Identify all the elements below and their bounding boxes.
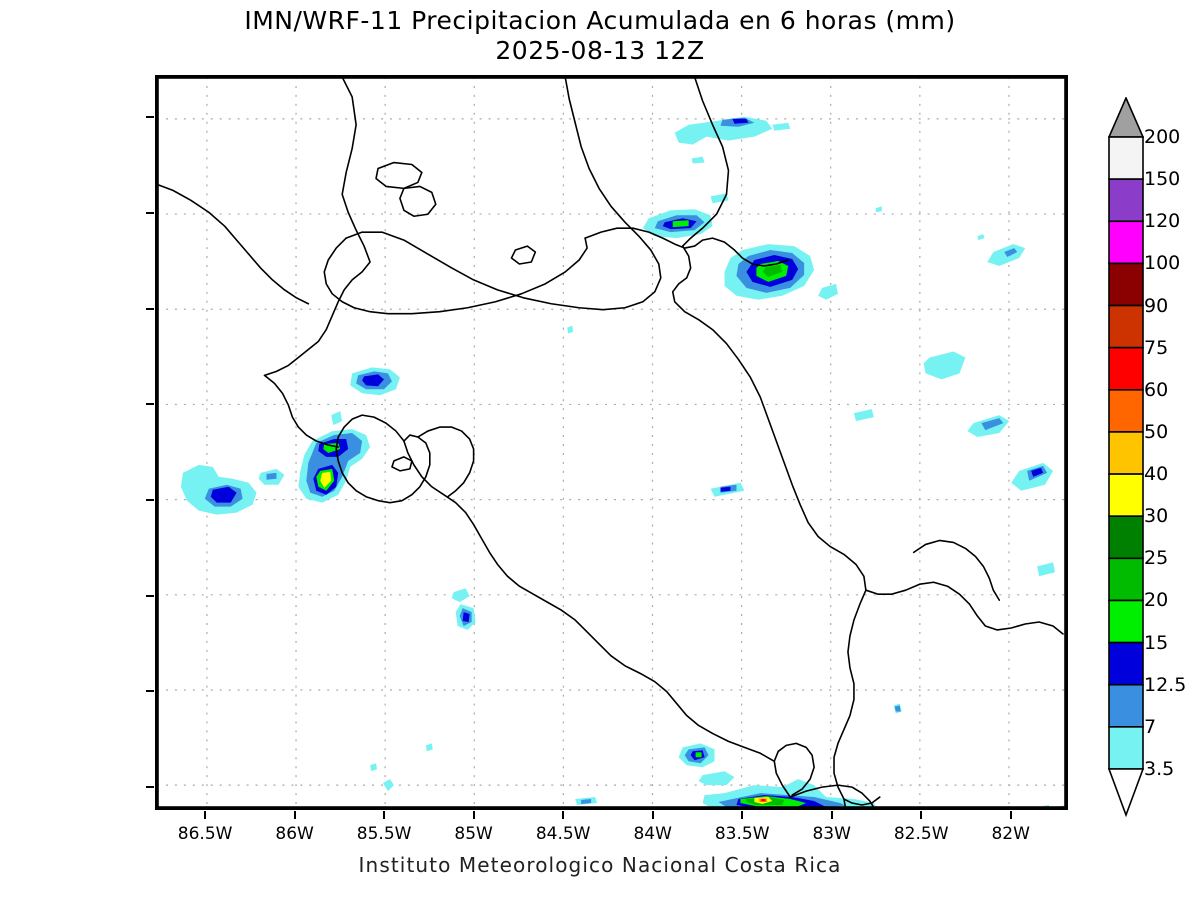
x-axis-tick-label: 85.5W	[356, 824, 412, 844]
precip-cell-caribbean-north	[642, 193, 729, 239]
precip-cell-golfo-dulce	[370, 588, 476, 792]
precip-cell-pacific-core	[298, 411, 371, 503]
precip-cell-offshore-group	[710, 351, 1056, 577]
colorbar-tick-label: 30	[1144, 505, 1169, 528]
colorbar-tick-label: 75	[1144, 336, 1169, 359]
x-axis-tick-label: 82.5W	[893, 824, 949, 844]
colorbar-tick-label: 60	[1144, 378, 1169, 401]
colorbar-swatch	[1108, 304, 1144, 349]
x-axis-tick-mark	[293, 811, 296, 819]
y-axis-tick-mark	[146, 403, 154, 406]
colorbar-tick-label: 7	[1144, 715, 1157, 738]
colorbar-swatch	[1108, 178, 1144, 223]
precip-cell-panama-south-core	[575, 743, 1066, 808]
colorbar-arrow-up	[1108, 97, 1144, 138]
x-axis-tick-label: 83W	[812, 824, 851, 844]
colorbar-swatch	[1108, 220, 1144, 265]
colorbar-swatch	[1108, 515, 1144, 560]
map-plot-area	[155, 75, 1068, 810]
y-axis-tick-mark	[146, 211, 154, 214]
footer-credit: Instituto Meteorologico Nacional Costa R…	[358, 853, 842, 877]
x-axis-tick-mark	[651, 811, 654, 819]
colorbar-tick-label: 40	[1144, 463, 1169, 486]
x-axis-tick-label: 86.5W	[177, 824, 233, 844]
precip-cell-pacific-nw	[350, 367, 400, 396]
colorbar-swatch	[1108, 346, 1144, 391]
colorbar-tick-label: 20	[1144, 589, 1169, 612]
colorbar-tick-label: 120	[1144, 210, 1181, 233]
colorbar-swatch	[1108, 136, 1144, 180]
precip-cell-misc	[425, 206, 902, 752]
x-axis-tick-mark	[1009, 811, 1012, 819]
colorbar-swatch	[1108, 473, 1144, 518]
x-axis-tick-mark	[204, 811, 207, 819]
x-axis-tick-mark	[383, 811, 386, 819]
plot-frame	[157, 77, 1066, 808]
x-axis-tick-mark	[472, 811, 475, 819]
colorbar-tick-label: 100	[1144, 252, 1181, 275]
x-axis-tick-label: 84.5W	[535, 824, 591, 844]
colorbar-swatch	[1108, 641, 1144, 686]
colorbar-tick-label: 50	[1144, 420, 1169, 443]
coastline-paths	[157, 77, 1064, 808]
precipitation-shading	[180, 116, 1066, 808]
colorbar-swatch	[1108, 431, 1144, 475]
x-axis-tick-label: 83.5W	[714, 824, 770, 844]
x-axis-tick-mark	[562, 811, 565, 819]
grid-lines	[157, 77, 1066, 808]
y-axis-tick-mark	[146, 307, 154, 310]
y-axis-labels: 11.5N11N10.5N10N9.5N9N8.5N8N	[0, 0, 154, 900]
x-axis-tick-mark	[741, 811, 744, 819]
colorbar-tick-label: 90	[1144, 294, 1169, 317]
colorbar-tick-label: 150	[1144, 168, 1181, 191]
y-axis-tick-mark	[146, 786, 154, 789]
colorbar-arrow-down	[1108, 768, 1144, 817]
colorbar-tick-label: 12.5	[1144, 673, 1187, 696]
colorbar-swatch	[1108, 557, 1144, 602]
colorbar-swatch	[1108, 726, 1144, 770]
map-canvas	[157, 77, 1066, 808]
y-axis-tick-mark	[146, 498, 154, 501]
x-axis-tick-label: 84W	[633, 824, 672, 844]
colorbar-tick-label: 3.5	[1144, 758, 1175, 780]
colorbar-swatch	[1108, 683, 1144, 728]
colorbar-tick-label: 15	[1144, 631, 1169, 654]
colorbar-legend[interactable]: 200 150 120 100 90 75 60 50 40 30 25 20 15 12.5 7 3.5	[1108, 97, 1198, 817]
x-axis-tick-mark	[920, 811, 923, 819]
colorbar-swatch	[1108, 262, 1144, 307]
y-axis-tick-mark	[146, 116, 154, 119]
colorbar-swatch	[1108, 599, 1144, 644]
colorbar-tick-label: 200	[1144, 126, 1181, 148]
y-axis-tick-mark	[146, 690, 154, 693]
colorbar-swatches	[1108, 97, 1144, 817]
precip-cell-pacific-sw	[180, 464, 285, 515]
precip-cell-offshore-ne-streak	[977, 234, 1026, 266]
colorbar-tick-label: 25	[1144, 547, 1169, 570]
x-axis-tick-mark	[830, 811, 833, 819]
x-axis-tick-label: 85W	[454, 824, 493, 844]
colorbar-swatch	[1108, 388, 1144, 433]
y-axis-tick-mark	[146, 594, 154, 597]
x-axis-tick-label: 86W	[275, 824, 314, 844]
x-axis-tick-label: 82W	[991, 824, 1030, 844]
